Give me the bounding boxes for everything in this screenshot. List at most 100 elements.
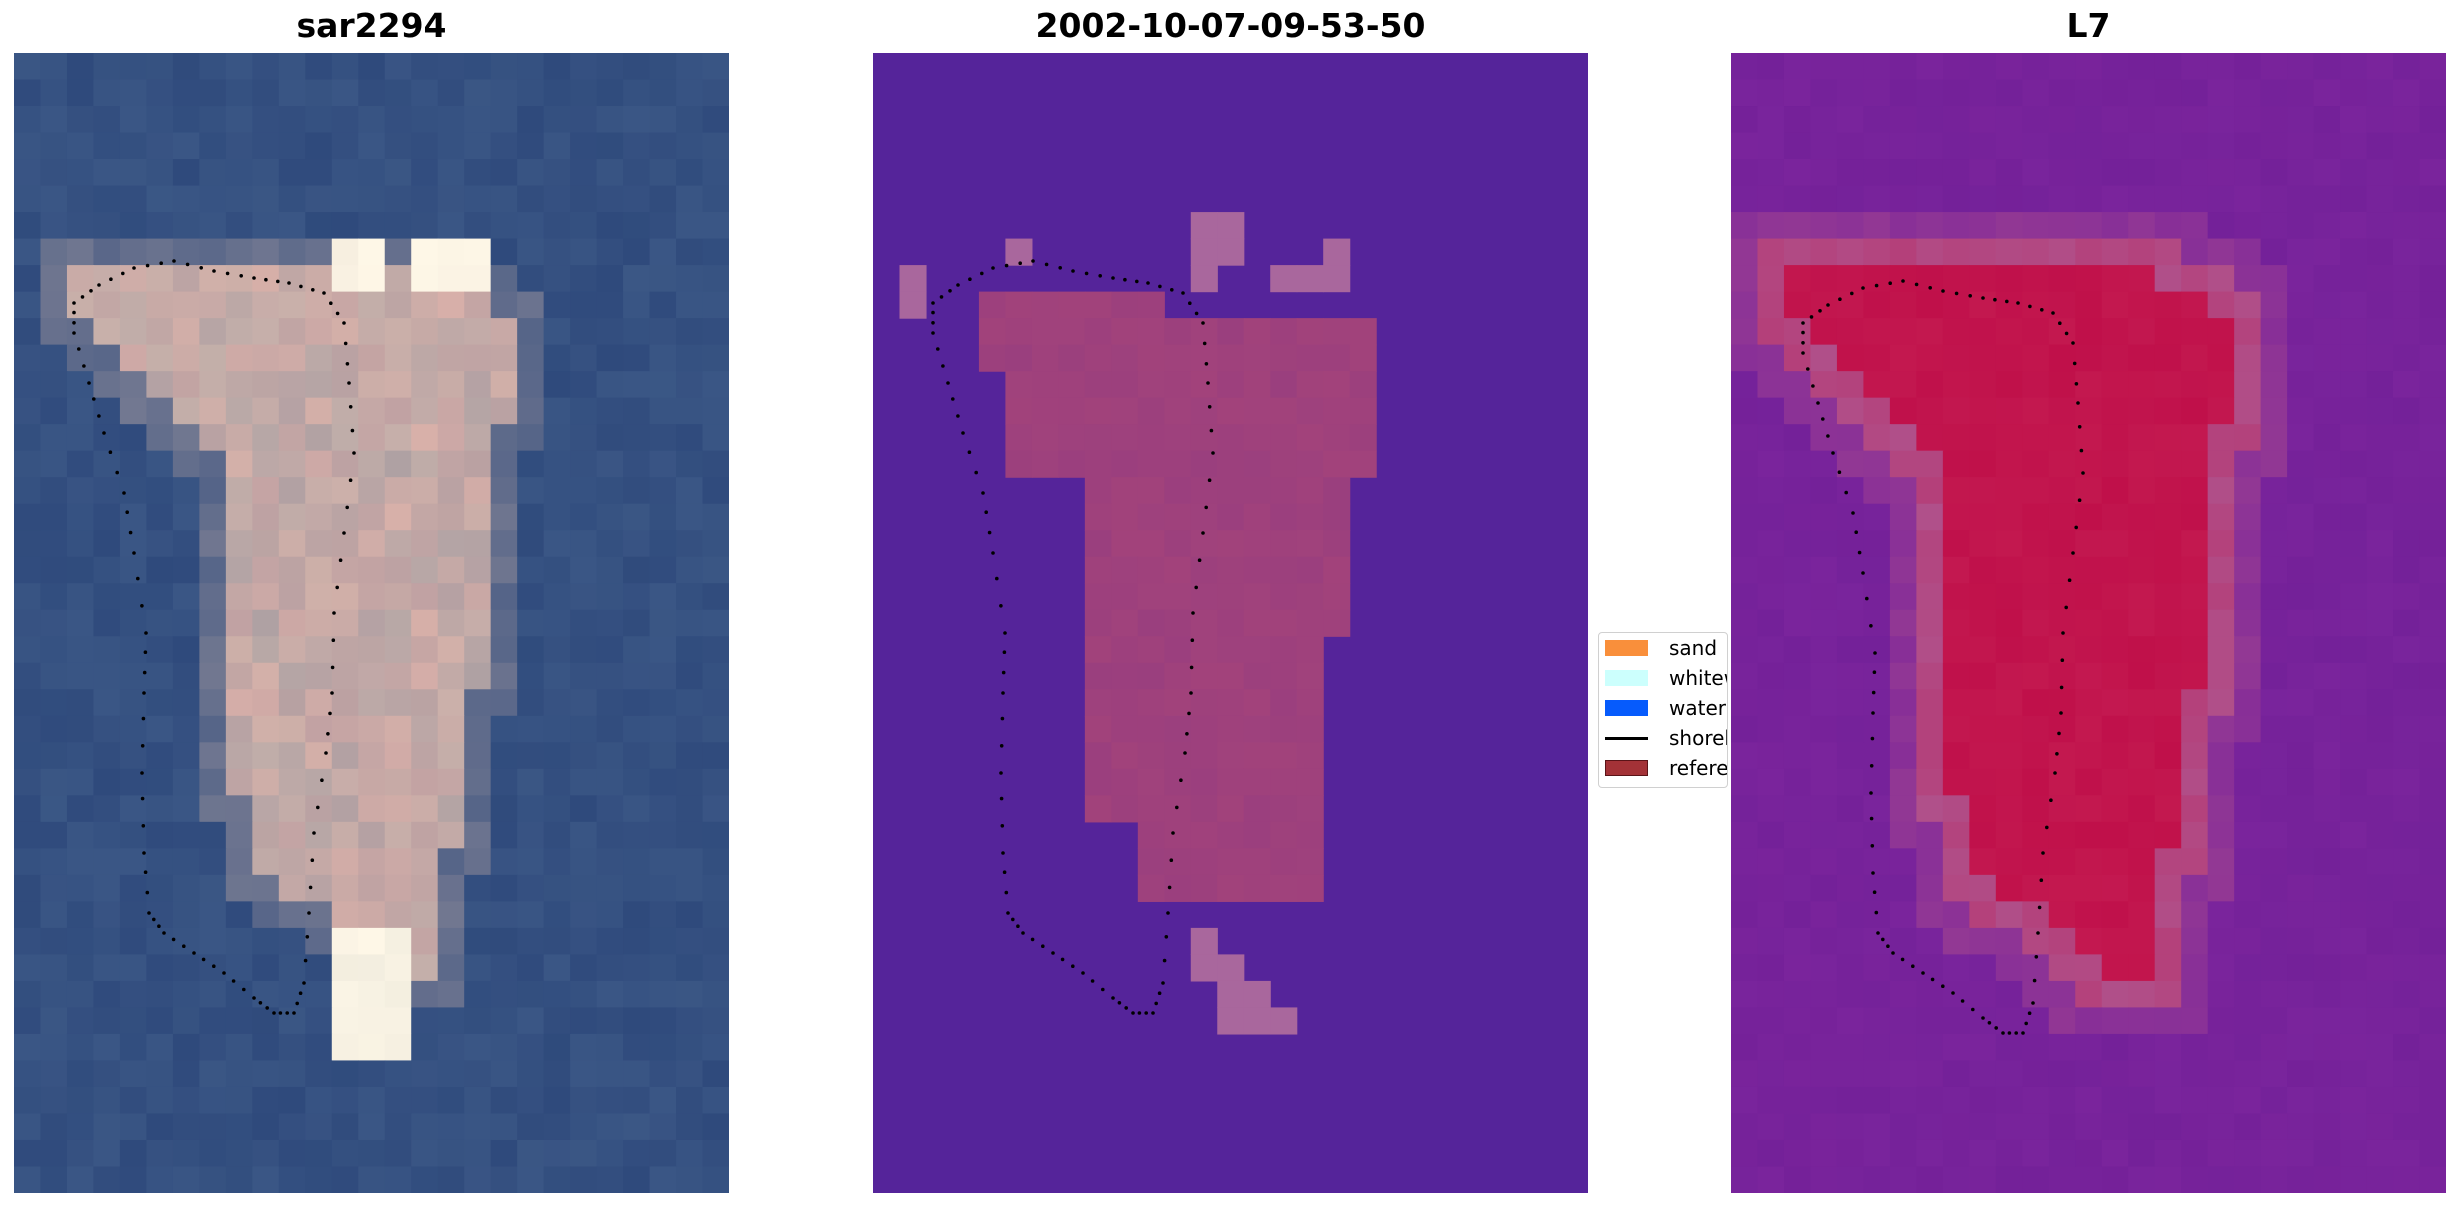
image-pixel — [331, 1166, 359, 1193]
image-pixel — [278, 954, 306, 982]
index-pixel — [2022, 927, 2050, 955]
shoreline-point — [1197, 558, 1202, 562]
index-pixel — [1863, 132, 1891, 160]
image-pixel — [305, 424, 333, 452]
index-pixel — [2101, 1007, 2129, 1035]
index-pixel — [2181, 1060, 2209, 1088]
index-pixel — [2128, 238, 2156, 266]
index-pixel — [2075, 874, 2103, 902]
image-pixel — [490, 212, 518, 240]
index-pixel — [2154, 1086, 2182, 1115]
shoreline-point — [1206, 381, 1210, 385]
index-pixel — [2022, 291, 2050, 319]
shoreline-point — [1854, 530, 1858, 534]
index-pixel — [2048, 424, 2076, 452]
index-pixel — [1731, 609, 1759, 637]
index-pixel — [2313, 265, 2341, 293]
index-pixel — [1757, 238, 1785, 266]
index-pixel — [1731, 1113, 1759, 1141]
image-pixel — [93, 503, 121, 531]
classification-image — [873, 53, 1588, 1193]
shoreline-point — [102, 431, 106, 435]
index-pixel — [2128, 371, 2156, 399]
index-pixel — [2234, 662, 2262, 690]
index-pixel — [1836, 715, 1865, 743]
image-pixel — [464, 1113, 492, 1141]
index-pixel — [1863, 715, 1891, 743]
classified-pixel — [1137, 795, 1165, 823]
image-pixel — [623, 238, 651, 266]
classified-pixel — [1243, 636, 1271, 664]
classified-pixel — [1270, 742, 1298, 770]
index-pixel — [2048, 1060, 2076, 1088]
shoreline-point — [1084, 271, 1089, 276]
image-pixel — [278, 662, 306, 690]
image-pixel — [570, 318, 598, 346]
shoreline-point — [1201, 531, 1205, 535]
classified-pixel — [978, 291, 1007, 319]
index-pixel — [2393, 609, 2421, 637]
image-pixel — [464, 265, 492, 293]
index-pixel — [1863, 874, 1891, 902]
image-pixel — [490, 848, 518, 876]
index-pixel — [2393, 503, 2421, 531]
rgb-image — [14, 53, 729, 1193]
shoreline-point — [1044, 262, 1049, 267]
index-pixel — [2022, 1060, 2050, 1088]
image-pixel — [570, 450, 598, 478]
image-pixel — [66, 450, 95, 478]
index-pixel — [2154, 424, 2182, 452]
image-pixel — [649, 159, 677, 187]
image-pixel — [14, 132, 42, 160]
classified-patch — [1005, 238, 1033, 266]
classified-pixel — [1270, 450, 1298, 478]
shoreline-point — [936, 347, 940, 351]
index-pixel — [1969, 1033, 1997, 1062]
image-pixel — [146, 1033, 174, 1062]
classified-pixel — [1058, 344, 1086, 372]
index-pixel — [1969, 344, 1997, 372]
image-pixel — [93, 159, 121, 187]
image-pixel — [676, 79, 704, 107]
index-pixel — [2022, 662, 2050, 690]
image-pixel — [676, 795, 704, 823]
image-pixel — [517, 980, 545, 1009]
index-pixel — [2048, 715, 2076, 743]
index-pixel — [1942, 1139, 1970, 1168]
image-pixel — [437, 344, 465, 372]
shoreline-point — [2057, 731, 2061, 736]
shoreline-point — [335, 311, 340, 316]
index-pixel — [1863, 1060, 1891, 1088]
index-pixel — [2022, 715, 2050, 743]
image-pixel — [225, 583, 253, 611]
image-pixel — [66, 689, 95, 717]
index-pixel — [2101, 79, 2129, 107]
classified-pixel — [1243, 715, 1271, 743]
classified-pixel — [1243, 689, 1271, 717]
index-pixel — [2154, 609, 2182, 637]
index-pixel — [1757, 344, 1785, 372]
classified-patch — [1296, 265, 1324, 293]
index-pixel — [2366, 901, 2394, 929]
shoreline-point — [231, 979, 236, 983]
index-pixel — [2366, 1033, 2394, 1062]
image-pixel — [146, 265, 174, 293]
image-pixel — [14, 265, 42, 293]
index-pixel — [2234, 874, 2262, 902]
image-pixel — [623, 874, 651, 902]
image-pixel — [172, 477, 200, 505]
legend-swatch-sand — [1605, 640, 1648, 656]
index-pixel — [1810, 344, 1838, 372]
image-pixel — [119, 1033, 148, 1062]
classified-pixel — [1323, 583, 1351, 611]
image-pixel — [623, 848, 651, 876]
image-pixel — [225, 79, 253, 107]
index-pixel — [1969, 212, 1997, 240]
index-pixel — [1783, 291, 1812, 319]
index-pixel — [2419, 874, 2446, 902]
index-pixel — [1783, 715, 1812, 743]
index-pixel — [2419, 1166, 2446, 1193]
classified-pixel — [1111, 424, 1139, 452]
index-pixel — [1863, 477, 1891, 505]
shoreline-point — [999, 771, 1003, 775]
